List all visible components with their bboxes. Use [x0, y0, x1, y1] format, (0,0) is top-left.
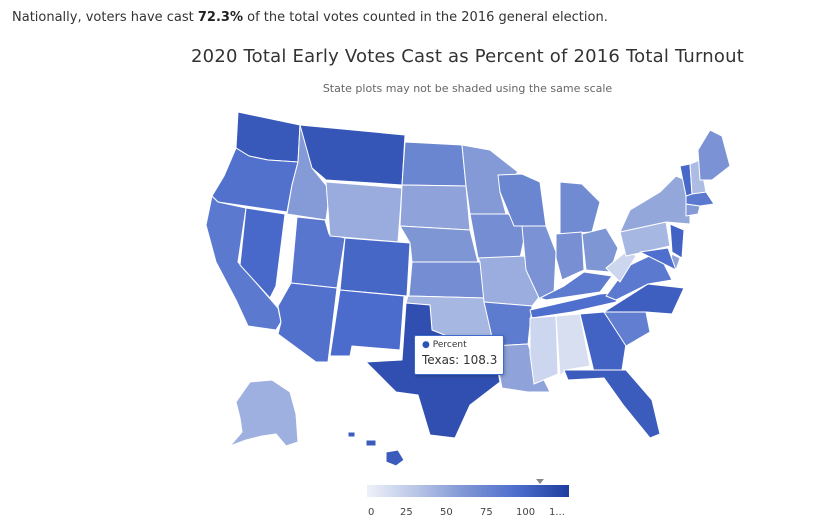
state-hi[interactable] — [365, 439, 377, 447]
national-summary: Nationally, voters have cast 72.3% of th… — [12, 10, 608, 25]
series-dot-icon: ● — [422, 340, 430, 350]
state-wv[interactable] — [605, 249, 637, 283]
state-hi[interactable] — [347, 431, 356, 438]
state-ny[interactable] — [619, 175, 691, 233]
state-nm[interactable] — [329, 289, 405, 357]
legend-tick: 75 — [480, 507, 493, 518]
legend-marker-icon — [536, 479, 544, 484]
chart-title: 2020 Total Early Votes Cast as Percent o… — [191, 46, 744, 67]
state-nj[interactable] — [669, 223, 685, 259]
state-nv[interactable] — [239, 207, 286, 299]
state-al[interactable] — [555, 313, 591, 377]
state-ia[interactable] — [469, 213, 527, 259]
legend-tick: 100 — [516, 507, 536, 518]
summary-value: 72.3% — [197, 10, 243, 25]
legend-tick: 25 — [400, 507, 413, 518]
state-ms[interactable] — [529, 315, 559, 385]
state-mt[interactable] — [299, 124, 406, 186]
summary-suffix: of the total votes counted in the 2016 g… — [243, 10, 608, 25]
state-mi[interactable] — [559, 181, 601, 235]
state-az[interactable] — [277, 282, 338, 363]
color-legend-bar — [367, 485, 569, 497]
legend-tick: 1... — [549, 507, 565, 518]
tooltip-value: 108.3 — [463, 353, 498, 367]
state-hi[interactable] — [385, 449, 405, 467]
state-nd[interactable] — [401, 141, 467, 187]
tooltip-series-name: Percent — [432, 340, 467, 350]
tooltip-value-line: Texas: 108.3 — [422, 353, 498, 367]
state-ak[interactable] — [229, 379, 299, 447]
state-ks[interactable] — [408, 261, 485, 299]
state-sd[interactable] — [399, 184, 471, 231]
legend-tick: 50 — [440, 507, 453, 518]
state-in[interactable] — [555, 231, 585, 281]
state-md[interactable] — [639, 247, 677, 271]
state-co[interactable] — [339, 237, 411, 297]
map-tooltip: ● Percent Texas: 108.3 — [414, 335, 504, 375]
state-fl[interactable] — [563, 369, 661, 439]
legend-tick: 0 — [368, 507, 375, 518]
tooltip-state: Texas — [422, 353, 456, 367]
chart-subtitle: State plots may not be shaded using the … — [322, 82, 613, 95]
state-ga[interactable] — [579, 311, 627, 373]
state-oh[interactable] — [581, 227, 619, 273]
state-me[interactable] — [697, 129, 731, 181]
state-ne[interactable] — [399, 225, 479, 263]
state-nc[interactable] — [603, 283, 685, 315]
state-nh[interactable] — [689, 159, 707, 195]
state-ca[interactable] — [205, 195, 282, 331]
state-ky[interactable] — [539, 271, 613, 301]
tooltip-series: ● Percent — [422, 340, 467, 350]
state-mn[interactable] — [461, 144, 519, 215]
state-wy[interactable] — [325, 181, 403, 243]
summary-prefix: Nationally, voters have cast — [12, 10, 198, 25]
